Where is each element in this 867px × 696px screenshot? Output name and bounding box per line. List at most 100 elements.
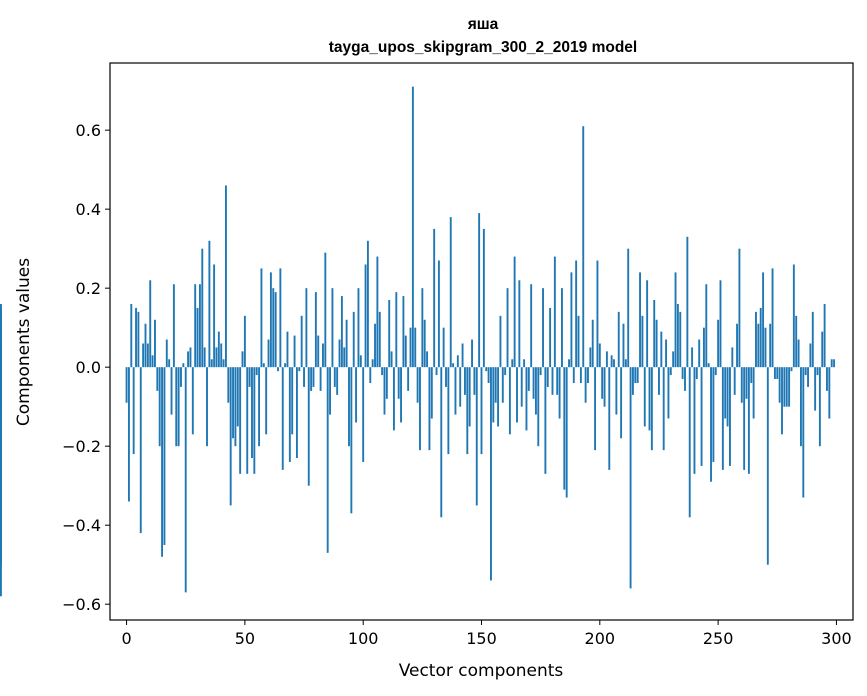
bar-125	[421, 288, 424, 368]
bar-228	[665, 339, 668, 368]
bar-245	[705, 284, 708, 368]
bar-257	[733, 367, 736, 395]
bar-34	[206, 367, 208, 447]
bar-297	[828, 367, 831, 419]
bar-289	[809, 343, 812, 368]
bar-117	[402, 296, 405, 368]
bar-161	[506, 288, 509, 368]
bar-106	[376, 256, 379, 368]
bar-13	[156, 367, 159, 391]
bar-81	[317, 335, 320, 368]
bar-93	[345, 319, 348, 368]
bar-78	[310, 367, 313, 391]
bar-208	[617, 311, 620, 368]
bar-136	[447, 367, 450, 455]
bar-189	[572, 367, 575, 383]
bar-97	[355, 367, 358, 423]
bar-26	[187, 351, 190, 368]
bar-114	[395, 292, 398, 368]
bar-20	[172, 284, 175, 368]
bar-82	[319, 367, 322, 391]
bar-263	[747, 367, 750, 474]
bar-90	[338, 339, 341, 368]
bar-177	[544, 367, 547, 474]
bar-83	[322, 343, 324, 368]
bar-174	[537, 367, 540, 447]
y-tick-label: −0.6	[62, 595, 101, 614]
bar-103	[369, 367, 372, 383]
x-tick-label: 300	[821, 629, 852, 648]
bar-undefined	[0, 351, 2, 368]
bar-99	[359, 355, 362, 368]
bar-298	[830, 359, 833, 368]
y-tick-label: 0.0	[76, 358, 101, 377]
bar-154	[490, 367, 492, 581]
bar-119	[407, 367, 410, 391]
bar-204	[608, 367, 611, 470]
bar-134	[442, 327, 445, 368]
bar-111	[388, 300, 391, 368]
bar-167	[520, 367, 523, 407]
bar-7	[142, 343, 145, 368]
bar-89	[336, 367, 339, 395]
bar-152	[485, 367, 488, 372]
bar-271	[766, 367, 769, 565]
bar-260	[740, 367, 743, 403]
bar-210	[622, 323, 625, 368]
x-tick-label: 100	[348, 629, 379, 648]
bar-159	[501, 367, 504, 403]
bar-31	[198, 284, 201, 368]
bar-246	[707, 363, 710, 368]
bar-209	[620, 367, 623, 439]
bar-270	[764, 327, 767, 368]
bar-278	[783, 367, 786, 407]
bar-182	[556, 367, 559, 395]
bar-36	[210, 359, 213, 368]
bar-219	[643, 367, 646, 427]
bar-70	[291, 367, 294, 435]
bar-250	[717, 319, 720, 368]
bar-287	[804, 367, 807, 376]
bar-24	[182, 363, 185, 368]
bar-220	[646, 280, 649, 368]
bar-168	[523, 359, 526, 368]
bar-50	[243, 315, 246, 368]
bar-197	[591, 319, 594, 368]
bar-148	[475, 367, 478, 506]
bar-185	[563, 367, 566, 490]
x-axis-label: Vector components	[399, 661, 564, 681]
bar-242	[698, 339, 701, 368]
bar-14	[158, 367, 161, 447]
y-tick-label: −0.4	[62, 516, 101, 535]
bar-86	[329, 367, 331, 415]
bar-140	[456, 355, 459, 368]
bar-190	[575, 260, 578, 368]
x-tick-label: 250	[703, 629, 734, 648]
bar-178	[546, 367, 549, 387]
bar-35	[208, 240, 211, 368]
bar-65	[279, 268, 282, 368]
bar-248	[712, 367, 715, 462]
bar-149	[478, 213, 481, 368]
bar-279	[785, 367, 788, 407]
bar-162	[508, 367, 511, 435]
bar-280	[788, 367, 791, 407]
bar-57	[260, 268, 263, 368]
bar-235	[681, 367, 684, 380]
bar-267	[757, 323, 760, 368]
bar-234	[679, 311, 682, 368]
bar-276	[778, 367, 781, 403]
bar-48	[239, 367, 242, 474]
bar-115	[397, 367, 400, 399]
bar-158	[499, 315, 502, 368]
y-tick-label: −0.2	[62, 437, 101, 456]
bar-264	[750, 367, 753, 383]
bar-94	[348, 367, 350, 447]
bar-292	[816, 367, 819, 376]
y-tick-label: 0.6	[76, 121, 101, 140]
bar-296	[826, 367, 828, 391]
bar-17	[165, 339, 168, 368]
bar-102	[366, 240, 369, 368]
bar-116	[400, 367, 402, 423]
bar-110	[385, 367, 388, 399]
